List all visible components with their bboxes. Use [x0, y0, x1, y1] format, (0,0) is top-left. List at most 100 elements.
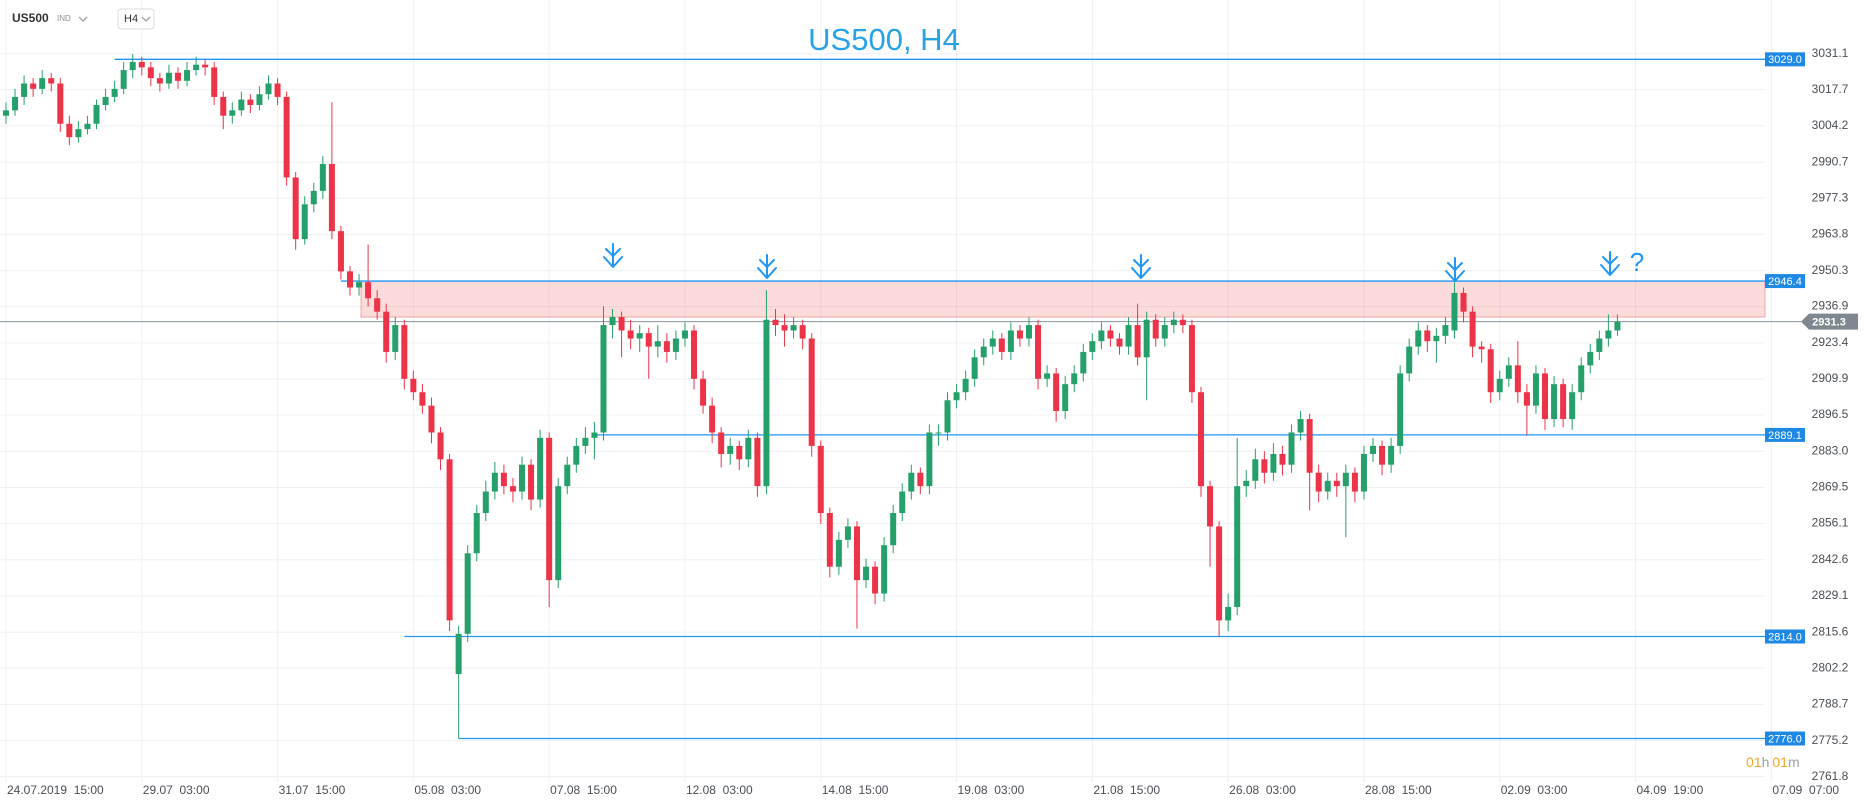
candle-body — [346, 271, 353, 288]
candle-body — [546, 437, 553, 581]
candle-body — [410, 378, 417, 393]
candle-body — [609, 317, 616, 326]
candle-body — [1179, 319, 1186, 326]
candle-body — [727, 445, 734, 454]
y-tick-label: 2829.1 — [1812, 588, 1849, 602]
candle-body — [57, 83, 64, 124]
candle-body — [808, 338, 815, 446]
candle-body — [1044, 373, 1051, 379]
countdown-hours: 01 — [1746, 754, 1762, 770]
candle-body — [102, 96, 109, 105]
candle-body — [93, 104, 100, 124]
y-tick-label: 2923.4 — [1812, 335, 1849, 349]
candle-body — [66, 123, 73, 138]
timeframe-button[interactable] — [117, 8, 155, 30]
y-tick-label: 2788.7 — [1812, 697, 1849, 711]
candle-body — [1587, 351, 1594, 366]
candle-body — [1315, 472, 1322, 492]
candle-body — [1288, 432, 1295, 465]
arrow-down — [603, 243, 623, 268]
candle-body — [283, 96, 290, 178]
candle-body — [1324, 480, 1331, 492]
candle-body — [165, 72, 172, 84]
candle-body — [1424, 330, 1431, 342]
candle-body — [863, 566, 870, 581]
candle-body — [1025, 325, 1032, 339]
candle-body — [618, 317, 625, 331]
x-tick-label: 07.09 07:00 — [1772, 783, 1839, 797]
y-tick-label: 2909.9 — [1812, 371, 1849, 385]
candle-body — [935, 432, 942, 434]
candle-body — [591, 432, 598, 438]
candle-body — [2, 110, 9, 116]
candle-body — [419, 392, 426, 406]
countdown: 01h 01m — [1746, 754, 1800, 770]
dropdown-caret[interactable] — [78, 16, 88, 22]
candle-body — [754, 437, 761, 487]
candle-body — [1496, 378, 1503, 393]
candle-body — [1306, 419, 1313, 473]
candle-body — [1080, 351, 1087, 374]
candle-body — [374, 298, 381, 312]
candle-body — [1188, 325, 1195, 393]
x-tick-label: 26.08 03:00 — [1229, 783, 1296, 797]
candle-body — [301, 204, 308, 240]
candle-body — [1252, 459, 1259, 481]
candle-body — [1505, 365, 1512, 379]
candle-body — [844, 526, 851, 540]
candle-body — [872, 566, 879, 594]
candle-body — [1170, 319, 1177, 326]
candle-body — [998, 338, 1005, 352]
level-label: 2776.0 — [1768, 733, 1802, 745]
candle-body — [1071, 373, 1078, 385]
x-tick-label: 21.08 15:00 — [1093, 783, 1160, 797]
candle-body — [1596, 338, 1603, 352]
candle-body — [654, 341, 661, 347]
candle-body — [1514, 365, 1521, 393]
candle-body — [337, 231, 344, 272]
symbol: US500 — [12, 11, 49, 25]
candle-body — [1089, 341, 1096, 352]
candle-body — [1388, 445, 1395, 465]
y-tick-label: 2977.3 — [1812, 190, 1849, 204]
candle-body — [645, 333, 652, 347]
x-tick-label: 29.07 03:00 — [143, 783, 210, 797]
candle-body — [129, 62, 136, 71]
candle-body — [211, 67, 218, 97]
candle-body — [1532, 373, 1539, 406]
candle-body — [84, 123, 91, 130]
candle-body — [1379, 445, 1386, 465]
y-tick-label: 2963.8 — [1812, 227, 1849, 241]
arrow-down — [1445, 257, 1465, 282]
candle-body — [944, 400, 951, 433]
candle-body — [1197, 392, 1204, 487]
candle-body — [247, 99, 254, 105]
candle-body — [12, 96, 19, 111]
candle-body — [582, 437, 589, 446]
candle-body — [537, 437, 544, 500]
candle-body — [908, 472, 915, 492]
candle-body — [953, 392, 960, 401]
candle-body — [1143, 319, 1150, 358]
level-tag — [1765, 274, 1805, 289]
candle-body — [1406, 346, 1413, 374]
level-label: 2889.1 — [1768, 430, 1802, 442]
y-tick-label: 3004.2 — [1812, 118, 1849, 132]
candle-body — [1342, 472, 1349, 487]
candle-body — [853, 526, 860, 581]
candle-body — [437, 432, 444, 460]
candle-body — [1062, 384, 1069, 411]
candle-body — [1415, 330, 1422, 347]
dropdown-caret[interactable] — [141, 16, 151, 22]
candle-body — [790, 325, 797, 331]
candle-body — [220, 96, 227, 116]
candle-body — [564, 464, 571, 487]
level-label: 2946.4 — [1768, 276, 1802, 288]
candle-body — [238, 99, 245, 111]
candle-body — [672, 338, 679, 352]
candle-body — [310, 190, 317, 205]
candle-body — [48, 78, 55, 84]
candle-body — [600, 325, 607, 433]
